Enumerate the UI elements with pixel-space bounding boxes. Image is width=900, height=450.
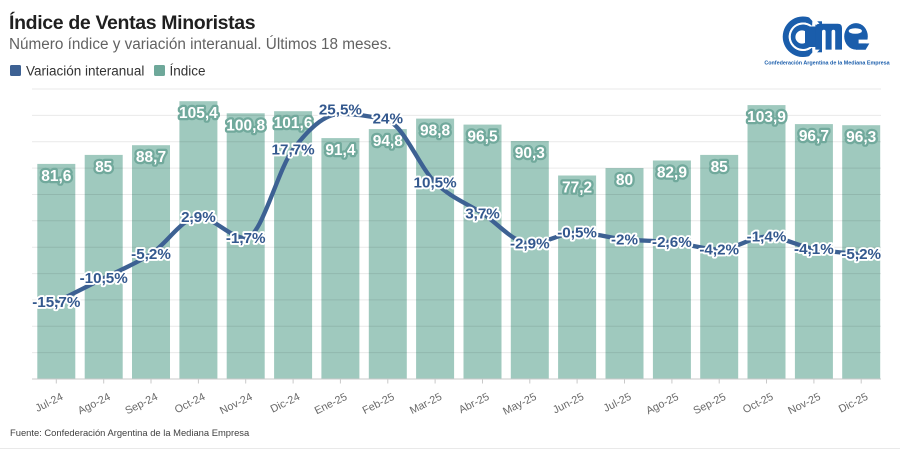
svg-text:Número índice y variación inte: Número índice y variación interanual. Úl… bbox=[9, 36, 392, 53]
svg-text:24%: 24% bbox=[373, 110, 404, 127]
svg-text:105,4: 105,4 bbox=[179, 105, 218, 122]
svg-text:96,5: 96,5 bbox=[467, 129, 498, 146]
svg-text:Confederación Argentina de la: Confederación Argentina de la Mediana Em… bbox=[764, 61, 890, 67]
svg-text:2,9%: 2,9% bbox=[181, 209, 216, 226]
svg-text:90,3: 90,3 bbox=[515, 145, 546, 162]
svg-text:77,2: 77,2 bbox=[562, 180, 592, 197]
svg-text:-1,4%: -1,4% bbox=[747, 229, 787, 246]
svg-text:-2%: -2% bbox=[611, 231, 639, 248]
svg-text:103,9: 103,9 bbox=[747, 109, 786, 126]
svg-text:96,3: 96,3 bbox=[846, 129, 877, 146]
svg-text:-5,2%: -5,2% bbox=[131, 246, 171, 263]
svg-text:85: 85 bbox=[95, 159, 113, 176]
svg-text:-4,1%: -4,1% bbox=[794, 241, 834, 258]
svg-text:82,9: 82,9 bbox=[657, 165, 688, 182]
svg-text:94,8: 94,8 bbox=[373, 133, 404, 150]
svg-text:101,6: 101,6 bbox=[274, 115, 313, 132]
svg-text:-15,7%: -15,7% bbox=[32, 294, 81, 311]
svg-text:-2,6%: -2,6% bbox=[652, 234, 692, 251]
svg-text:-2,9%: -2,9% bbox=[510, 236, 550, 253]
svg-text:3,7%: 3,7% bbox=[465, 205, 500, 222]
svg-text:100,8: 100,8 bbox=[226, 117, 265, 134]
svg-text:91,4: 91,4 bbox=[325, 142, 356, 159]
svg-text:-5,2%: -5,2% bbox=[841, 246, 881, 263]
svg-text:Índice: Índice bbox=[170, 64, 206, 79]
svg-text:25,5%: 25,5% bbox=[319, 102, 363, 119]
svg-text:-0,5%: -0,5% bbox=[557, 225, 597, 242]
svg-text:88,7: 88,7 bbox=[136, 149, 166, 166]
svg-text:Índice de Ventas Minoristas: Índice de Ventas Minoristas bbox=[9, 11, 256, 34]
svg-text:85: 85 bbox=[711, 159, 729, 176]
svg-text:-10,5%: -10,5% bbox=[80, 270, 129, 287]
svg-text:98,8: 98,8 bbox=[420, 123, 451, 140]
svg-text:10,5%: 10,5% bbox=[414, 174, 458, 191]
svg-text:81,6: 81,6 bbox=[41, 168, 72, 185]
svg-text:-1,7%: -1,7% bbox=[226, 230, 266, 247]
svg-text:Variación interanual: Variación interanual bbox=[26, 64, 144, 79]
svg-text:17,7%: 17,7% bbox=[272, 142, 316, 159]
svg-text:Fuente: Confederación Argentin: Fuente: Confederación Argentina de la Me… bbox=[10, 427, 250, 438]
svg-text:-4,2%: -4,2% bbox=[699, 242, 739, 259]
svg-text:80: 80 bbox=[616, 172, 633, 189]
svg-text:96,7: 96,7 bbox=[799, 128, 829, 145]
